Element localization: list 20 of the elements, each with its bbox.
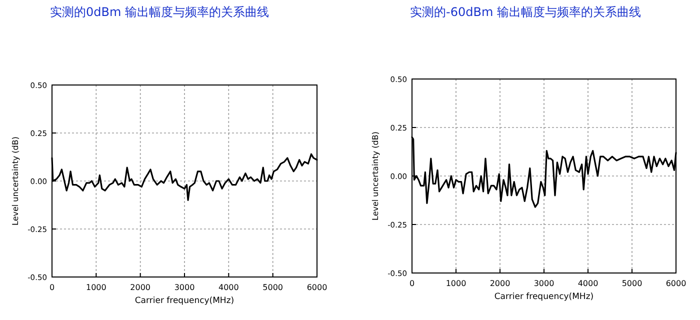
chart-title: 实测的-60dBm 输出幅度与频率的关系曲线 bbox=[410, 5, 641, 19]
y-axis-title: Level uncertainty (dB) bbox=[371, 132, 380, 220]
x-tick-label: 5000 bbox=[262, 283, 284, 292]
x-tick-label: 4000 bbox=[578, 279, 598, 288]
x-tick-label: 4000 bbox=[218, 283, 239, 292]
x-tick-label: 2000 bbox=[490, 279, 510, 288]
x-tick-label: 1000 bbox=[86, 283, 106, 292]
x-tick-label: 0 bbox=[409, 279, 415, 288]
y-axis-title: Level uncertainty (dB) bbox=[11, 136, 20, 226]
x-tick-label: 6000 bbox=[666, 279, 686, 288]
x-tick-label: 3000 bbox=[174, 283, 195, 292]
x-tick-label: 3000 bbox=[534, 279, 554, 288]
x-tick-label: 0 bbox=[49, 283, 55, 292]
x-axis-title: Carrier frequency(MHz) bbox=[134, 296, 234, 306]
x-tick-label: 2000 bbox=[130, 283, 151, 292]
x-tick-label: 1000 bbox=[446, 279, 466, 288]
x-tick-label: 5000 bbox=[622, 279, 642, 288]
x-tick-label: 6000 bbox=[306, 283, 328, 292]
chart-title: 实测的0dBm 输出幅度与频率的关系曲线 bbox=[50, 5, 269, 19]
x-axis-title: Carrier frequency(MHz) bbox=[494, 292, 594, 302]
